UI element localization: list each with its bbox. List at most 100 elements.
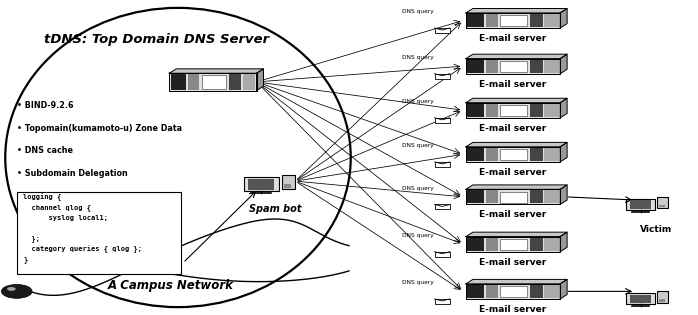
Text: DNS query: DNS query [402, 280, 433, 285]
Polygon shape [257, 69, 264, 91]
Bar [544, 238, 558, 251]
Bar [544, 60, 558, 73]
Polygon shape [466, 232, 567, 237]
Bar [284, 184, 291, 188]
Polygon shape [560, 98, 567, 118]
Bar [468, 148, 484, 161]
Polygon shape [560, 142, 567, 162]
Bar [434, 118, 450, 123]
Text: E-mail server: E-mail server [480, 168, 547, 177]
Polygon shape [560, 9, 567, 28]
Text: category queries { qlog };: category queries { qlog }; [23, 245, 142, 253]
Bar [468, 238, 484, 251]
Circle shape [1, 284, 32, 298]
Bar [487, 60, 498, 73]
Bar [468, 285, 484, 298]
Bar [530, 190, 543, 203]
Polygon shape [466, 279, 567, 284]
Text: Victim: Victim [640, 225, 672, 233]
Bar [500, 149, 527, 160]
Bar [244, 177, 279, 191]
Bar [544, 14, 558, 27]
Polygon shape [466, 9, 567, 13]
Text: E-mail server: E-mail server [480, 80, 547, 89]
Bar [500, 105, 527, 116]
Bar [530, 14, 543, 27]
Bar [487, 104, 498, 117]
Polygon shape [466, 98, 567, 103]
Bar [466, 13, 560, 28]
Polygon shape [560, 185, 567, 204]
Bar [530, 285, 543, 298]
Circle shape [7, 287, 15, 291]
Bar [170, 74, 186, 89]
Bar [466, 103, 560, 118]
Text: channel qlog {: channel qlog { [23, 204, 91, 211]
Bar [466, 147, 560, 162]
Bar [658, 291, 668, 303]
Bar [500, 239, 527, 250]
Bar [658, 197, 668, 208]
Bar [434, 299, 450, 304]
Bar [530, 60, 543, 73]
Text: DNS query: DNS query [402, 233, 433, 238]
Polygon shape [466, 185, 567, 189]
Polygon shape [466, 142, 567, 147]
Bar [434, 204, 450, 209]
Bar [468, 190, 484, 203]
Bar [500, 15, 527, 26]
Polygon shape [466, 54, 567, 59]
Bar [500, 61, 527, 72]
Text: DNS query: DNS query [402, 143, 433, 148]
Bar [466, 59, 560, 74]
Text: A Campus Network: A Campus Network [108, 278, 234, 292]
Bar [466, 237, 560, 252]
Text: • Topomain(kumamoto-u) Zone Data: • Topomain(kumamoto-u) Zone Data [17, 124, 183, 133]
Bar [530, 148, 543, 161]
Bar [434, 28, 450, 33]
Bar [487, 148, 498, 161]
Bar [468, 14, 484, 27]
Bar [530, 104, 543, 117]
Bar [660, 299, 665, 302]
Text: }: } [23, 256, 27, 263]
Bar [487, 190, 498, 203]
Text: E-mail server: E-mail server [480, 305, 547, 314]
FancyBboxPatch shape [17, 192, 181, 274]
Text: logging {: logging { [23, 193, 61, 201]
Bar [434, 162, 450, 167]
Text: };: }; [23, 235, 40, 242]
Bar [544, 148, 558, 161]
Bar [281, 175, 295, 189]
Text: • BIND-9.2.6: • BIND-9.2.6 [17, 101, 74, 110]
Polygon shape [560, 232, 567, 252]
Bar [544, 285, 558, 298]
Polygon shape [560, 54, 567, 74]
Bar [243, 74, 255, 89]
Bar [630, 295, 651, 303]
Bar [466, 189, 560, 204]
Bar [248, 179, 274, 190]
Bar [169, 73, 257, 91]
Bar [487, 285, 498, 298]
Text: DNS query: DNS query [402, 99, 433, 104]
Bar [229, 74, 242, 89]
Bar [434, 74, 450, 79]
Bar [202, 75, 226, 89]
Text: E-mail server: E-mail server [480, 34, 547, 43]
Bar [660, 204, 665, 208]
Bar [466, 284, 560, 299]
Bar [530, 238, 543, 251]
Bar [468, 104, 484, 117]
Text: • DNS cache: • DNS cache [17, 146, 73, 155]
Ellipse shape [6, 8, 350, 307]
Bar [188, 74, 199, 89]
Text: E-mail server: E-mail server [480, 210, 547, 219]
Text: E-mail server: E-mail server [480, 258, 547, 266]
Text: tDNS: Top Domain DNS Server: tDNS: Top Domain DNS Server [45, 33, 269, 46]
Bar [544, 190, 558, 203]
Bar [626, 293, 655, 304]
Bar [487, 14, 498, 27]
Text: DNS query: DNS query [402, 9, 433, 14]
Bar [487, 238, 498, 251]
